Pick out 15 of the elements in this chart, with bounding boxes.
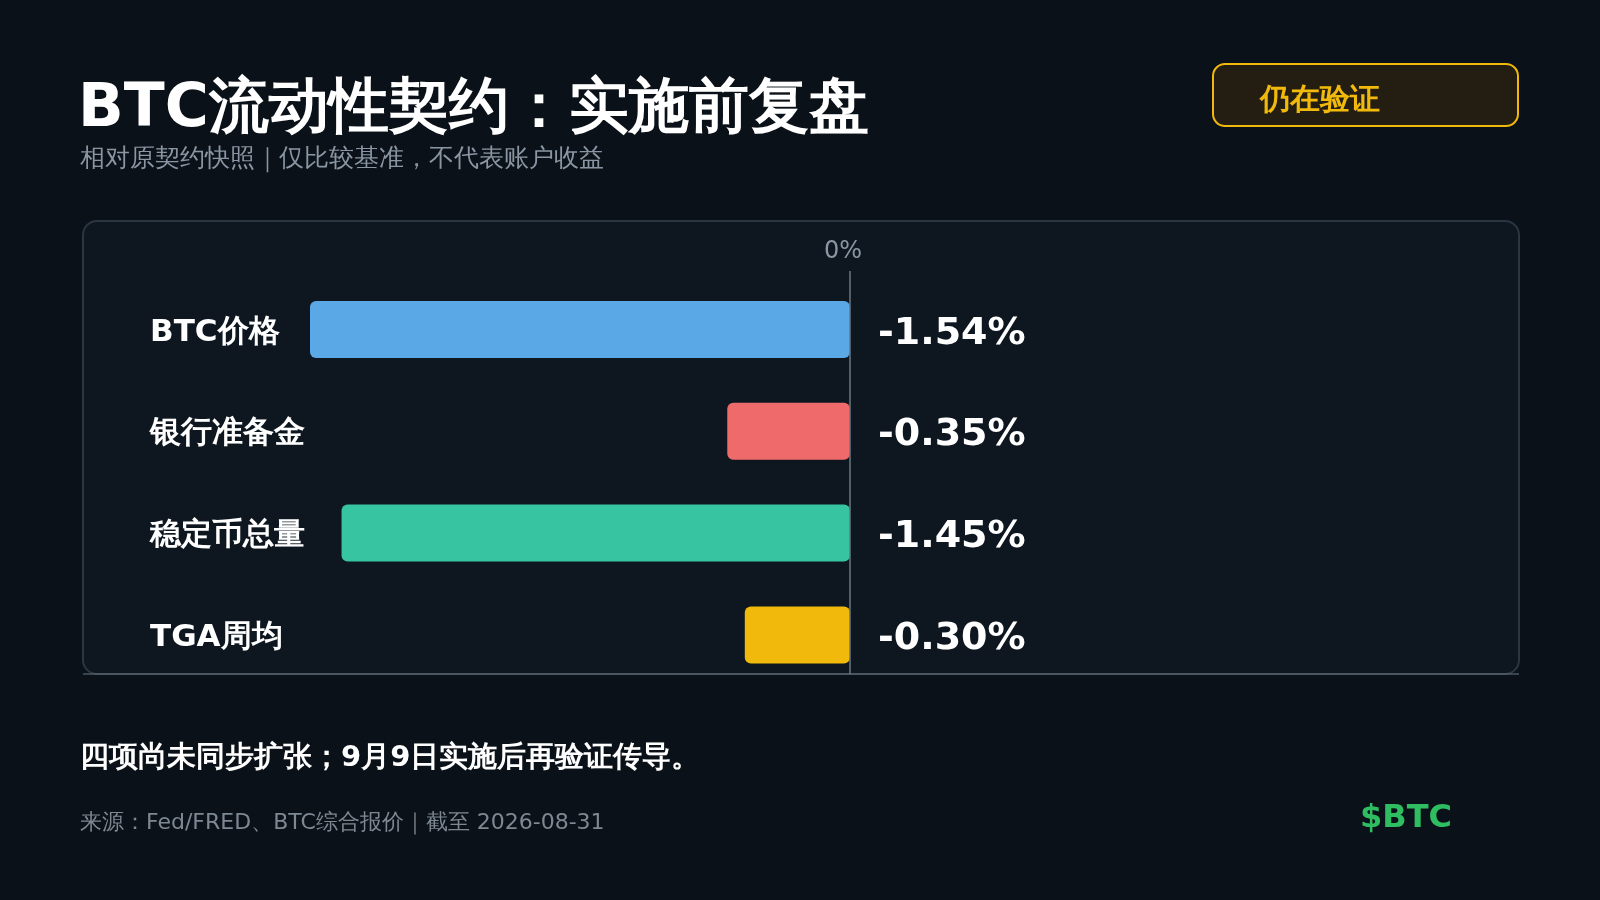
data-label: -0.35% [878,410,1026,455]
data-label: -0.30% [878,613,1026,658]
chart-title: BTC流动性契约：实施前复盘 [78,70,869,140]
chart-subtitle: 相对原契约快照｜仅比较基准，不代表账户收益 [80,143,604,173]
y-tick-label: 稳定币总量 [149,515,305,552]
y-tick-label: BTC价格 [150,311,280,348]
y-tick-label: TGA周均 [150,616,283,653]
text: 仍在验证 [1258,81,1380,116]
text: $BTC [1360,797,1452,835]
data-label: -1.45% [878,512,1026,557]
text: 四项尚未同步扩张；9月9日实施后再验证传导。 [80,739,701,773]
data-label: -1.54% [878,308,1026,353]
y-tick-label: 银行准备金 [148,413,305,450]
source-note: 来源：Fed/FRED、BTC综合报价｜截至 2026-08-31 [80,809,605,835]
text: 0% [823,236,863,264]
